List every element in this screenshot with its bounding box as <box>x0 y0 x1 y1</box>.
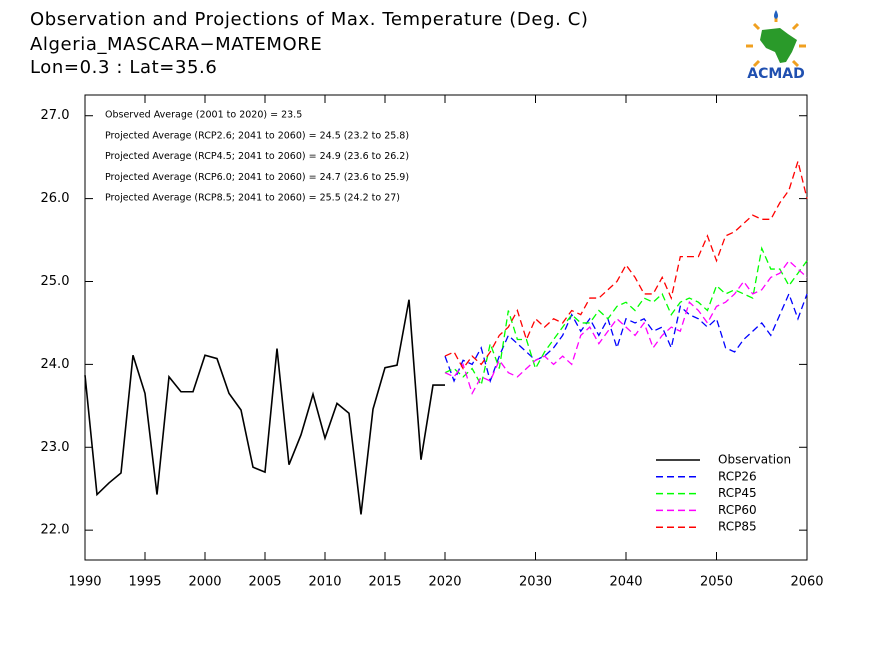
annotation: Projected Average (RCP6.0; 2041 to 2060)… <box>105 172 409 183</box>
plot-frame <box>84 94 808 561</box>
legend-label: RCP26 <box>718 469 757 483</box>
series-line <box>444 292 808 384</box>
series-line <box>444 259 808 396</box>
y-tick-label: 27.0 <box>41 108 70 123</box>
chart-subtitle: Lon=0.3 : Lat=35.6 <box>30 57 217 78</box>
x-tick-label: 1990 <box>68 575 101 590</box>
x-tick-label: 2020 <box>428 575 461 590</box>
legend-label: RCP85 <box>718 520 757 534</box>
x-tick-label: 2010 <box>308 575 341 590</box>
logo-drop <box>774 10 778 19</box>
x-tick-label: 2060 <box>790 575 823 590</box>
x-tick-label: 2005 <box>248 575 281 590</box>
annotation: Projected Average (RCP4.5; 2041 to 2060)… <box>105 151 409 162</box>
annotation: Projected Average (RCP2.6; 2041 to 2060)… <box>105 130 409 141</box>
y-tick-label: 25.0 <box>41 274 70 289</box>
annotation: Projected Average (RCP8.5; 2041 to 2060)… <box>105 193 400 204</box>
x-tick-label: 1995 <box>128 575 161 590</box>
chart-title: Observation and Projections of Max. Temp… <box>30 9 589 30</box>
y-tick-label: 24.0 <box>41 357 70 372</box>
logo: ACMAD <box>746 10 806 82</box>
series-line <box>444 246 808 387</box>
y-tick-label: 22.0 <box>41 523 70 538</box>
series-line <box>84 299 445 515</box>
x-tick-label: 2040 <box>609 575 642 590</box>
logo-africa <box>760 28 797 63</box>
chart-subtitle: Algeria_MASCARA−MATEMORE <box>30 34 322 55</box>
logo-rays <box>746 15 806 68</box>
legend-label: RCP45 <box>718 486 757 500</box>
legend-label: Observation <box>718 453 791 467</box>
x-tick-label: 2050 <box>700 575 733 590</box>
x-tick-label: 2030 <box>519 575 552 590</box>
x-tick-label: 2000 <box>188 575 221 590</box>
series-line <box>444 158 808 370</box>
y-tick-label: 23.0 <box>41 440 70 455</box>
legend-label: RCP60 <box>718 503 757 517</box>
y-tick-label: 26.0 <box>41 191 70 206</box>
x-tick-label: 2015 <box>368 575 401 590</box>
annotation: Observed Average (2001 to 2020) = 23.5 <box>105 110 302 121</box>
logo-text: ACMAD <box>747 66 805 82</box>
